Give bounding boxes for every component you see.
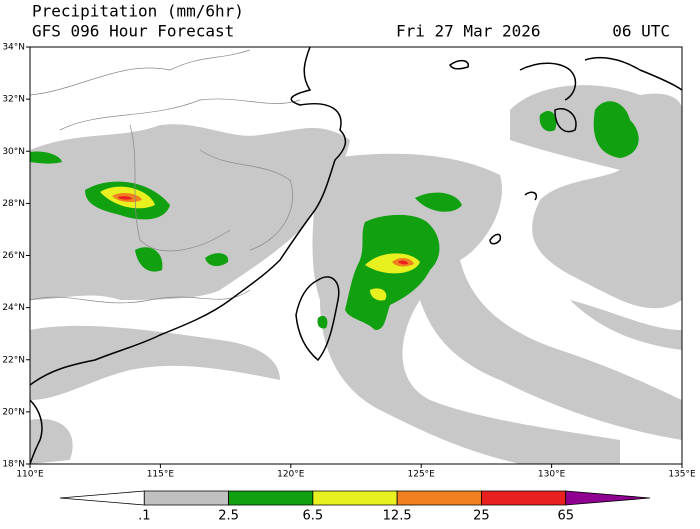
lat-label: 32°N (2, 95, 25, 105)
colorbar-segment (143, 490, 229, 506)
colorbar: .1 2.5 6.5 12.5 25 65 (59, 490, 651, 524)
colorbar-segment (59, 490, 145, 506)
date: Fri 27 Mar 2026 (396, 22, 541, 41)
axis-labels: 34°N 32°N 30°N 28°N 26°N 24°N 22°N 20°N 18°N110°… (2, 43, 696, 480)
colorbar-label: .1 (138, 509, 150, 524)
colorbar-segment (312, 490, 398, 506)
colorbar-segment (565, 490, 651, 506)
map-field (30, 47, 682, 464)
lat-label: 22°N (2, 355, 25, 365)
lon-label: 135°E (668, 470, 696, 480)
lat-label: 24°N (2, 303, 25, 313)
lon-label: 115°E (147, 470, 175, 480)
colorbar-label: 2.5 (218, 509, 239, 524)
lat-label: 34°N (2, 43, 25, 53)
colorbar-segment (396, 490, 482, 506)
lat-label: 28°N (2, 199, 25, 209)
lon-label: 110°E (16, 470, 44, 480)
colorbar-label: 12.5 (383, 509, 412, 524)
lon-label: 120°E (277, 470, 305, 480)
lat-label: 18°N (2, 460, 25, 470)
lat-label: 20°N (2, 407, 25, 417)
subtitle: GFS 096 Hour Forecast (32, 22, 234, 41)
colorbar-label: 65 (557, 509, 574, 524)
colorbar-segment (228, 490, 314, 506)
lat-label: 26°N (2, 251, 25, 261)
colorbar-segment (481, 490, 567, 506)
lon-label: 130°E (538, 470, 566, 480)
lon-label: 125°E (408, 470, 436, 480)
lat-label: 30°N (2, 147, 25, 157)
time: 06 UTC (612, 22, 670, 41)
colorbar-label: 25 (473, 509, 490, 524)
colorbar-label: 6.5 (303, 509, 324, 524)
title: Precipitation (mm/6hr) (32, 2, 244, 21)
